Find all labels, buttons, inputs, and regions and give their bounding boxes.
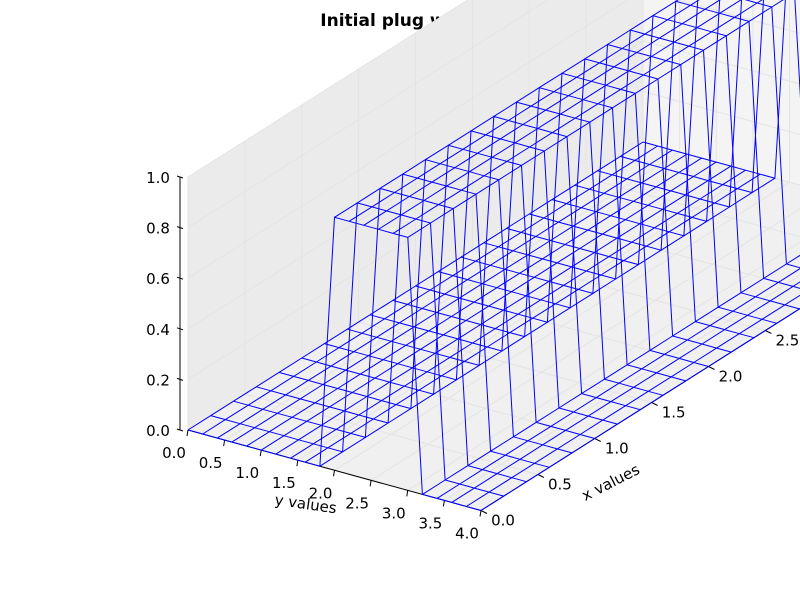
y-values-tick-label: 1.5 [272,474,296,492]
wire-line [301,144,595,439]
x-values-tick-label: 2.0 [719,368,743,386]
tick-mark [537,474,545,478]
z-tick-label: 1.0 [146,169,170,187]
wire-line [574,0,800,223]
wire-line [620,0,764,194]
x-values-tick-label: 0.5 [548,476,572,494]
y-values-tick-label: 3.5 [418,514,442,532]
grid-line [187,90,800,380]
tick-mark [176,377,184,381]
z-tick-label: 0.2 [146,371,170,389]
x-axis-label: x values [579,460,643,504]
y-values-tick-label: 1.0 [235,464,259,482]
wireframe [187,0,800,511]
wire-line [347,115,641,411]
tick-labels: 0.0 0.5 1.0 1.5 2.0 2.5 3.0 3.5 4.0 0.0 0.5 1.0 1.5 2… [146,169,799,543]
y-values-tick-label: 2.0 [309,484,333,502]
grid-line [187,0,469,178]
x-values-tick-label: 2.5 [775,332,799,350]
tick-mark [176,226,184,230]
tick-mark [442,500,445,507]
tick-mark [480,510,488,514]
wire-line [369,101,664,396]
grid-line [187,0,800,279]
wire-line [529,0,800,289]
wire-line [438,58,732,353]
tick-mark [333,470,335,477]
tick-mark [765,330,772,334]
tick-mark [369,480,372,487]
tick-mark [651,402,658,406]
z-tick-label: 0.6 [146,270,170,288]
z-tick-label: 0.4 [146,321,170,339]
wire-line [551,0,800,269]
tick-mark [594,438,601,442]
axis-panes [188,0,800,511]
grid-line [187,40,800,330]
wire-line [642,0,786,179]
x-values-tick-label: 1.5 [662,404,686,422]
wire-line [392,86,686,382]
tick-mark [259,450,262,457]
y-values-tick-label: 0.5 [199,454,223,472]
tick-mark [296,460,299,467]
floor-pane [188,142,800,511]
x-values-tick-label: 0.0 [491,512,515,530]
tick-mark [176,276,184,280]
tick-mark [223,439,226,447]
grid-line [187,0,549,229]
tick-mark [176,327,184,331]
x-values-tick-label: 1.0 [605,440,629,458]
wire-line [187,216,482,511]
y-values-tick-label: 3.0 [382,504,406,522]
grid-line [370,208,800,481]
y-values-tick-label: 2.5 [345,494,369,512]
grid-line [407,241,800,491]
tick-mark [479,510,482,517]
wire-line [506,14,800,310]
wire-line [415,72,709,367]
tick-mark [176,428,184,432]
tick-mark [406,490,409,497]
wire-line [278,158,573,454]
wire-line [324,130,618,425]
wire-line [256,173,550,468]
grid-line [444,274,800,501]
wire-line [210,202,504,497]
wire-line [233,187,527,483]
y-values-tick-label: 0.0 [162,444,186,462]
wire-line [597,0,743,208]
z-tick-label: 0.8 [146,220,170,238]
wire-line [460,43,755,339]
tick-mark [176,175,184,179]
z-tick-label: 0.0 [146,422,170,440]
tick-mark [708,366,715,370]
wire-line [483,29,777,324]
y-values-tick-label: 4.0 [455,525,479,543]
tick-mark [186,429,189,437]
